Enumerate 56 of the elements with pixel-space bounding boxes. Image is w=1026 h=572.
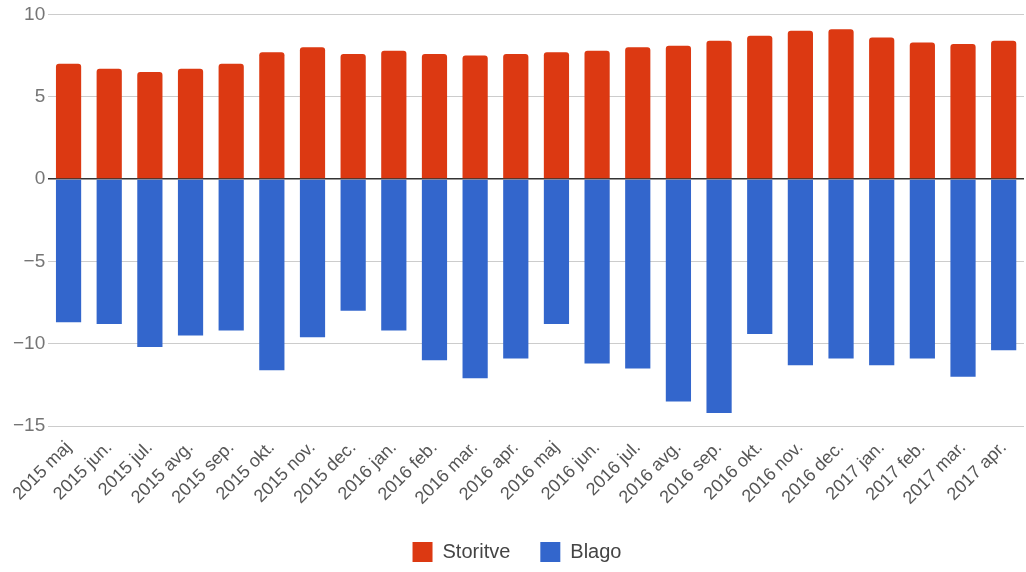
bar — [869, 179, 895, 366]
bar — [991, 40, 1017, 179]
bar — [747, 35, 773, 179]
bar — [299, 179, 326, 338]
bar — [462, 55, 488, 179]
bar — [137, 72, 163, 179]
bar — [584, 179, 610, 364]
bar — [665, 179, 692, 402]
bar — [787, 179, 813, 366]
bar — [218, 179, 244, 331]
bar — [299, 47, 326, 179]
y-tick-label: −5 — [23, 249, 46, 271]
bar — [584, 50, 610, 179]
bar — [177, 179, 204, 336]
bar — [828, 179, 854, 359]
bar — [950, 179, 976, 377]
bar — [787, 30, 813, 179]
bar — [340, 53, 366, 179]
bar — [706, 40, 732, 179]
bar — [950, 44, 976, 179]
bar — [869, 37, 895, 179]
bar — [503, 179, 529, 359]
bar — [991, 179, 1017, 351]
bar — [381, 50, 407, 179]
bar — [340, 179, 366, 311]
bar — [543, 52, 570, 179]
bar — [625, 179, 651, 369]
bar — [137, 179, 163, 348]
bar — [665, 45, 692, 179]
bar — [706, 179, 732, 413]
y-tick-label: 10 — [24, 2, 46, 24]
bar — [421, 179, 448, 361]
y-tick-label: −10 — [13, 332, 46, 354]
bar — [55, 179, 82, 323]
bar — [55, 63, 82, 179]
bar — [96, 179, 122, 325]
bar — [503, 53, 529, 179]
bar — [909, 42, 935, 179]
bar — [381, 179, 407, 331]
bar — [462, 179, 488, 379]
bar — [177, 68, 204, 179]
bar — [96, 68, 122, 179]
bar — [259, 52, 285, 179]
bar — [543, 179, 570, 325]
y-tick-label: 0 — [34, 167, 46, 189]
bar — [218, 63, 244, 179]
bar — [909, 179, 935, 359]
bar — [259, 179, 285, 371]
y-tick-label: 5 — [34, 84, 46, 106]
bar — [747, 179, 773, 334]
legend-label: Storitve — [442, 539, 511, 562]
bar — [828, 29, 854, 179]
bar — [625, 47, 651, 179]
legend-label: Blago — [570, 539, 622, 562]
y-tick-label: −15 — [13, 414, 46, 436]
bar — [421, 53, 448, 179]
